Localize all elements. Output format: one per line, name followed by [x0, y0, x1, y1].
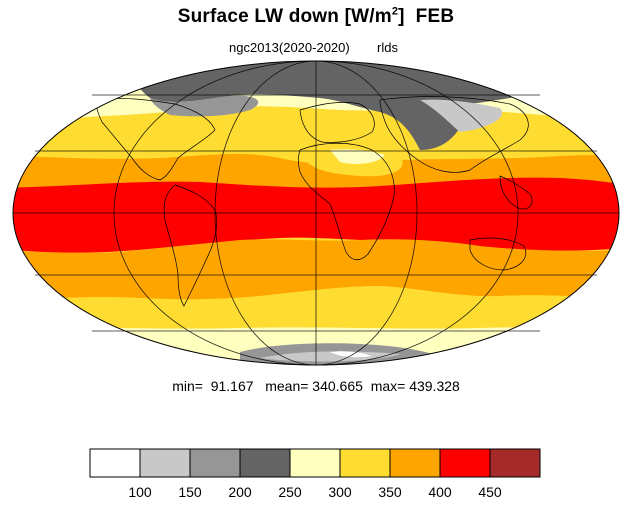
colorbar-box — [189, 448, 241, 478]
title-superscript: 2 — [391, 5, 399, 18]
subtitle-dataset: ngc2013(2020-2020) — [229, 40, 350, 55]
antarctica-white — [330, 351, 372, 358]
max-label: max= — [370, 378, 406, 394]
colorbar-tick-label: 450 — [478, 484, 502, 500]
arctic-dark — [130, 61, 560, 150]
arctic-mid — [150, 95, 259, 117]
min-value: 91.167 — [210, 378, 254, 394]
antarctica-light — [260, 351, 400, 362]
colorbar-box — [139, 448, 191, 478]
title-month: FEB — [415, 6, 455, 27]
colorbar-tick-label: 250 — [278, 484, 302, 500]
colorbar-box — [89, 448, 141, 478]
chart-title: Surface LW down [W/m2] FEB — [0, 6, 632, 28]
title-close-bracket: ] — [398, 6, 405, 27]
max-value: 439.328 — [409, 378, 460, 394]
colorbar-box — [389, 448, 441, 478]
map-border — [12, 60, 620, 366]
colorbar-tick-label: 100 — [128, 484, 152, 500]
colorbar-box — [489, 448, 541, 478]
colorbar-box — [239, 448, 291, 478]
colorbar-tick-label: 200 — [228, 484, 252, 500]
min-label: min= — [172, 378, 203, 394]
colorbar-box — [439, 448, 491, 478]
title-text: Surface LW down [W/m — [177, 6, 392, 27]
colorbar-box — [289, 448, 341, 478]
stats-line: min= 91.167 mean= 340.665 max= 439.328 — [0, 378, 632, 394]
colorbar-tick-label: 150 — [178, 484, 202, 500]
siberia-light — [420, 99, 502, 132]
subtitle-variable: rlds — [377, 40, 398, 55]
colorbar-tick-label: 400 — [428, 484, 452, 500]
mean-value: 340.665 — [312, 378, 363, 394]
colorbar-boxes — [89, 448, 541, 478]
mean-label: mean= — [265, 378, 309, 394]
sahara-light — [330, 149, 385, 164]
colorbar-box — [339, 448, 391, 478]
colorbar-tick-label: 300 — [328, 484, 352, 500]
colorbar-tick-label: 350 — [378, 484, 402, 500]
